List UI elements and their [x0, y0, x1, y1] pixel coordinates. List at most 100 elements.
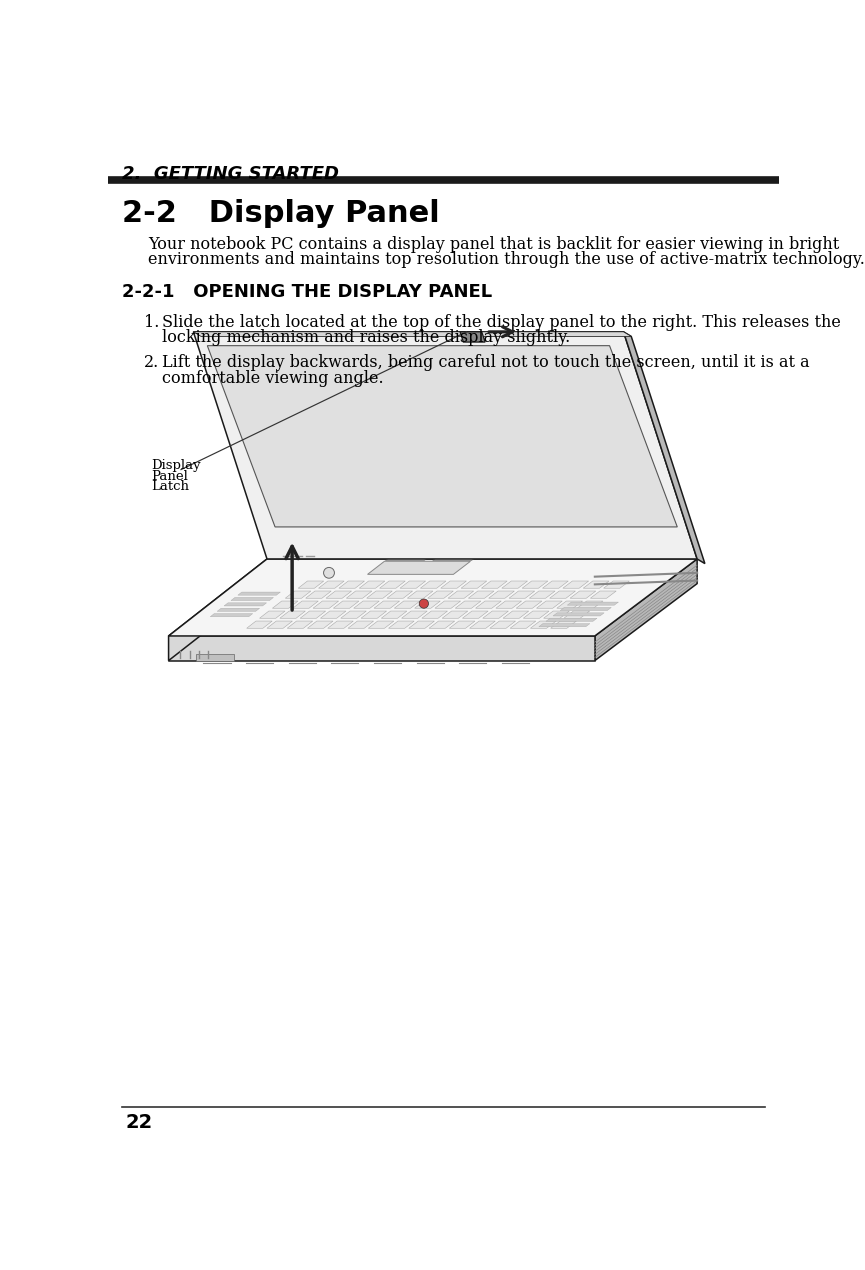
Polygon shape — [401, 611, 427, 618]
Polygon shape — [287, 621, 313, 629]
Polygon shape — [169, 559, 267, 660]
Polygon shape — [476, 601, 502, 608]
Polygon shape — [238, 592, 280, 596]
Polygon shape — [470, 621, 496, 629]
Polygon shape — [320, 611, 346, 618]
Text: 22: 22 — [125, 1114, 152, 1133]
Polygon shape — [328, 621, 353, 629]
Polygon shape — [280, 611, 305, 618]
Text: Display: Display — [151, 458, 202, 472]
Polygon shape — [260, 611, 285, 618]
Polygon shape — [564, 611, 590, 618]
Text: Your notebook PC contains a display panel that is backlit for easier viewing in : Your notebook PC contains a display pane… — [149, 235, 840, 253]
Polygon shape — [435, 601, 460, 608]
Polygon shape — [285, 591, 311, 598]
Text: Latch: Latch — [151, 480, 189, 494]
Polygon shape — [305, 591, 331, 598]
Polygon shape — [292, 601, 318, 608]
Text: locking mechanism and raises the display slightly.: locking mechanism and raises the display… — [163, 329, 571, 347]
Polygon shape — [546, 618, 597, 621]
Polygon shape — [539, 624, 590, 626]
Polygon shape — [394, 601, 420, 608]
Polygon shape — [604, 580, 630, 588]
Polygon shape — [542, 580, 568, 588]
Polygon shape — [339, 580, 364, 588]
Polygon shape — [267, 621, 292, 629]
Polygon shape — [583, 580, 609, 588]
Polygon shape — [529, 591, 555, 598]
Polygon shape — [359, 580, 385, 588]
Polygon shape — [577, 601, 603, 608]
Polygon shape — [460, 331, 485, 342]
Polygon shape — [516, 601, 542, 608]
Text: environments and maintains top resolution through the use of active-matrix techn: environments and maintains top resolutio… — [149, 251, 865, 268]
Polygon shape — [169, 636, 595, 660]
Polygon shape — [298, 580, 324, 588]
Polygon shape — [442, 611, 468, 618]
Polygon shape — [409, 621, 434, 629]
Text: 2.  GETTING STARTED: 2. GETTING STARTED — [122, 165, 339, 183]
Polygon shape — [380, 580, 406, 588]
Polygon shape — [272, 601, 298, 608]
Polygon shape — [427, 591, 453, 598]
Polygon shape — [496, 601, 522, 608]
Polygon shape — [557, 601, 583, 608]
Polygon shape — [543, 611, 569, 618]
Text: 1.: 1. — [144, 314, 159, 331]
Polygon shape — [217, 608, 260, 611]
Polygon shape — [551, 621, 576, 629]
Polygon shape — [483, 611, 509, 618]
Polygon shape — [561, 607, 612, 611]
Polygon shape — [509, 591, 535, 598]
Polygon shape — [490, 621, 516, 629]
Polygon shape — [300, 611, 326, 618]
Polygon shape — [224, 603, 266, 606]
Polygon shape — [432, 558, 476, 560]
Polygon shape — [468, 591, 494, 598]
Polygon shape — [367, 591, 393, 598]
Polygon shape — [386, 558, 428, 560]
Polygon shape — [194, 331, 631, 337]
Polygon shape — [536, 601, 562, 608]
Polygon shape — [503, 611, 529, 618]
Polygon shape — [502, 580, 528, 588]
Polygon shape — [591, 591, 616, 598]
Polygon shape — [523, 611, 549, 618]
Polygon shape — [482, 580, 507, 588]
Polygon shape — [348, 621, 374, 629]
Polygon shape — [388, 621, 414, 629]
Polygon shape — [461, 580, 487, 588]
Polygon shape — [368, 621, 394, 629]
Polygon shape — [374, 601, 400, 608]
Polygon shape — [247, 621, 272, 629]
Polygon shape — [169, 559, 697, 636]
Polygon shape — [624, 331, 705, 564]
Polygon shape — [231, 597, 273, 601]
Text: Slide the latch located at the top of the display panel to the right. This relea: Slide the latch located at the top of th… — [163, 314, 842, 331]
Polygon shape — [420, 580, 446, 588]
Polygon shape — [553, 613, 604, 616]
Polygon shape — [530, 621, 556, 629]
Polygon shape — [414, 601, 440, 608]
Polygon shape — [195, 654, 234, 660]
Polygon shape — [489, 591, 515, 598]
Polygon shape — [463, 611, 488, 618]
Polygon shape — [567, 602, 618, 606]
Polygon shape — [341, 611, 366, 618]
Polygon shape — [381, 611, 407, 618]
Polygon shape — [563, 580, 589, 588]
Polygon shape — [313, 601, 338, 608]
Polygon shape — [407, 591, 433, 598]
Polygon shape — [429, 621, 455, 629]
Text: Panel: Panel — [151, 470, 189, 483]
Polygon shape — [208, 345, 677, 527]
Polygon shape — [346, 591, 372, 598]
Polygon shape — [510, 621, 535, 629]
Text: comfortable viewing angle.: comfortable viewing angle. — [163, 370, 384, 386]
Polygon shape — [449, 621, 475, 629]
Polygon shape — [387, 591, 413, 598]
Circle shape — [420, 599, 428, 608]
Polygon shape — [326, 591, 351, 598]
Text: 2.: 2. — [144, 354, 159, 371]
Circle shape — [324, 568, 335, 578]
